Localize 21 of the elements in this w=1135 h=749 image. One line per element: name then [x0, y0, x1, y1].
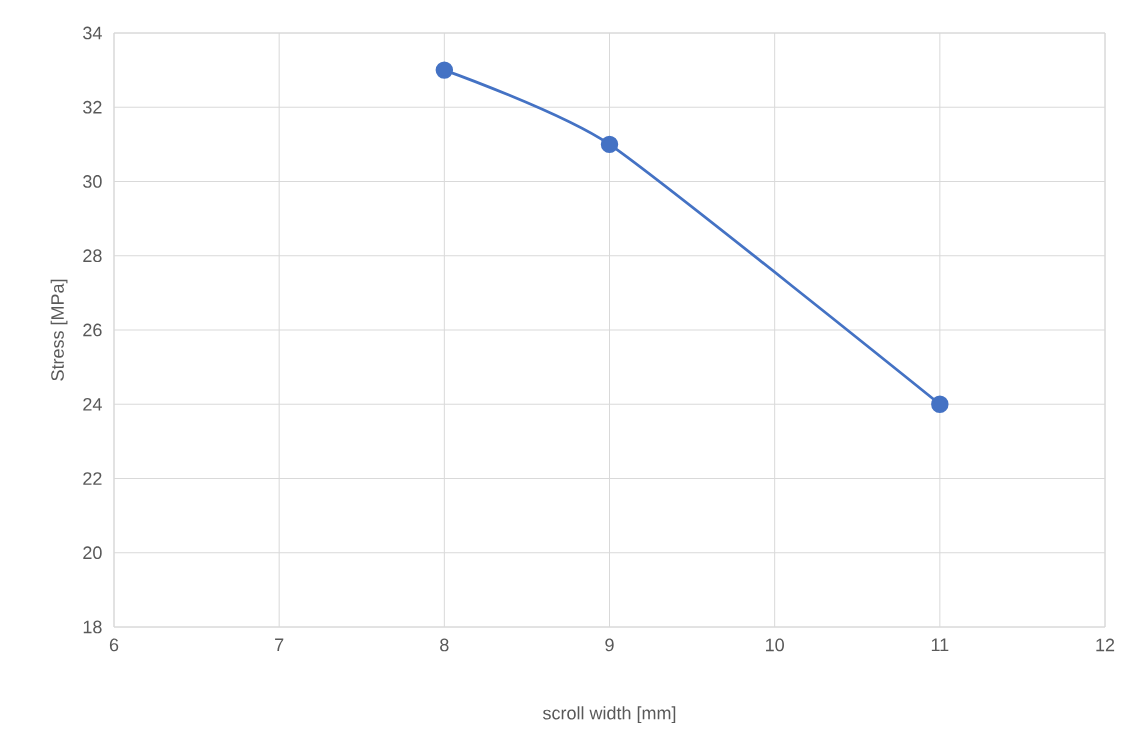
point	[931, 395, 949, 413]
x-tick-label: 11	[931, 638, 949, 651]
y-tick-label: 20	[83, 546, 102, 560]
y-tick-label: 30	[83, 175, 102, 188]
y-axis-title: Stress [MPa]	[50, 279, 68, 381]
y-tick-label: 24	[83, 397, 102, 411]
x-tick-label: 10	[766, 638, 784, 652]
y-tick-label: 22	[83, 472, 102, 485]
y-tick-label: 32	[83, 100, 102, 114]
point	[435, 61, 454, 79]
y-tick-label: 28	[83, 249, 102, 263]
x-tick-label: 7	[275, 638, 284, 651]
x-tick-label: 6	[109, 638, 119, 652]
x-axis-title: scroll width [mm]	[543, 706, 676, 724]
y-tick-label: 18	[83, 620, 102, 634]
point	[600, 135, 619, 154]
x-tick-label: 12	[1096, 638, 1115, 652]
x-tick-label: 9	[605, 638, 614, 652]
x-tick-label: 8	[440, 638, 449, 652]
y-tick-label: 34	[83, 26, 102, 40]
y-tick-label: 26	[83, 323, 102, 337]
